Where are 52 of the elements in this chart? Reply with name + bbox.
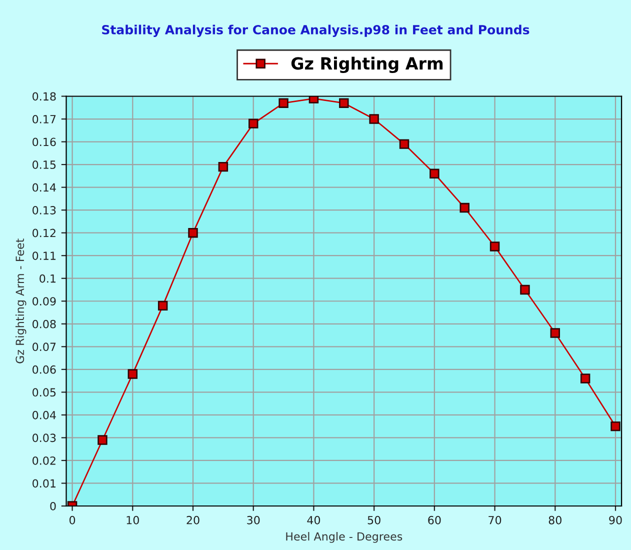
point: [98, 435, 108, 445]
x-tick-label: 10: [126, 516, 139, 524]
y-tick-label: 0.18: [32, 92, 56, 101]
y-tick-label: 0.17: [32, 114, 56, 124]
y-tick-label: 0.08: [32, 320, 56, 328]
point: [460, 202, 470, 213]
point: [128, 369, 138, 379]
y-tick-label: 0.15: [32, 160, 56, 169]
x-tick-label: 40: [307, 516, 320, 524]
point: [430, 168, 440, 179]
y-tick-label: 0.1: [40, 274, 56, 283]
x-axis-title: Heel Angle - Degrees: [286, 532, 402, 543]
x-tick-label: 60: [428, 516, 441, 524]
point: [550, 328, 560, 338]
point: [248, 118, 258, 128]
x-tick-label: 80: [548, 516, 562, 524]
legend-label: Gz Righting Arm: [291, 56, 443, 74]
y-tick-label: 0.07: [32, 342, 56, 352]
point: [308, 96, 319, 104]
y-tick-label: 0.01: [32, 479, 56, 488]
y-tick-label: 0.03: [32, 434, 56, 442]
y-tick-label: 0.04: [32, 410, 56, 420]
point: [610, 421, 620, 432]
point: [278, 98, 288, 108]
x-tick-label: 0: [69, 516, 76, 524]
point: [520, 284, 530, 295]
y-tick-label: 0: [50, 502, 56, 510]
point: [399, 139, 410, 149]
y-tick-label: 0.11: [32, 252, 56, 260]
chart-title: Stability Analysis for Canoe Analysis.p98 in Feet and Pounds: [102, 24, 530, 37]
y-axis-title: Gz Righting Arm - Feet: [15, 238, 26, 364]
y-tick-label: 0.12: [32, 228, 56, 238]
point: [580, 374, 590, 384]
x-tick-label: 20: [186, 516, 200, 524]
point: [188, 228, 198, 238]
x-tick-label: 70: [488, 516, 502, 524]
point: [490, 242, 500, 252]
point: [369, 114, 379, 124]
y-tick-label: 0.13: [32, 206, 56, 214]
line-series: [67, 96, 620, 506]
y-tick-label: 0.16: [32, 138, 56, 146]
y-tick-label: 0.14: [32, 183, 56, 192]
point: [218, 162, 228, 172]
x-tick-label: 50: [368, 516, 380, 524]
y-tick-label: 0.05: [32, 388, 56, 397]
y-tick-label: 0.02: [32, 456, 56, 465]
x-tick-label: 90: [609, 516, 622, 524]
point: [158, 300, 168, 311]
y-tick-label: 0.09: [32, 297, 56, 306]
x-tick-label: 30: [247, 516, 260, 524]
y-tick-label: 0.06: [32, 365, 56, 374]
point: [339, 98, 349, 108]
